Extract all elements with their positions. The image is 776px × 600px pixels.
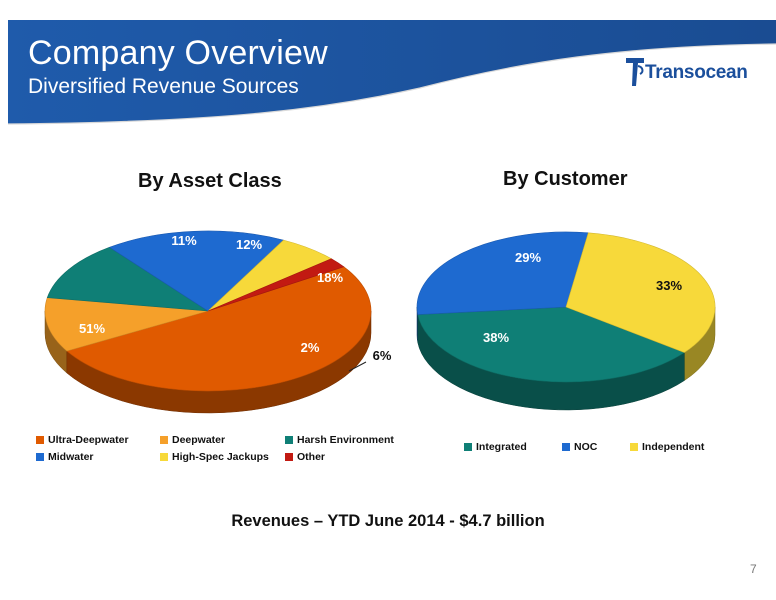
legend-item: Deepwater [160,434,225,446]
legend-swatch [160,453,168,461]
pie-chart-customer: 38% 29% 33% [416,231,716,411]
page-title: Company Overview [28,34,328,72]
leader-line-high-spec [348,361,367,372]
legend-swatch [630,443,638,451]
header-wave [7,20,776,125]
legend-item: Independent [630,441,704,453]
transocean-logo: Transocean [626,56,766,90]
customer-slice-independent [565,232,716,353]
legend-swatch [36,453,44,461]
legend-swatch [160,436,168,444]
data-label-midwater: 18% [317,270,343,285]
asset-slice-ultra-deepwater [66,266,372,392]
legend-item: High-Spec Jackups [160,451,269,463]
legend-item: Integrated [464,441,527,453]
data-label-ultra-deepwater: 51% [79,321,105,336]
legend-swatch [464,443,472,451]
page-subtitle: Diversified Revenue Sources [28,75,299,98]
data-label-other: 2% [301,340,320,355]
legend-item: Harsh Environment [285,434,394,446]
revenue-note: Revenues – YTD June 2014 - $4.7 billion [231,512,545,530]
legend-swatch [36,436,44,444]
legend-label: High-Spec Jackups [172,451,269,463]
asset-slice-harsh-environment [46,246,209,312]
legend-item: Ultra-Deepwater [36,434,129,446]
legend-item: NOC [562,441,597,453]
asset-slice-other [207,258,345,312]
legend-label: NOC [574,441,598,453]
legend-label: Independent [642,441,705,453]
data-label-deepwater: 11% [171,233,197,248]
legend-label: Other [297,451,326,463]
chart-title-asset-class: By Asset Class [138,170,282,192]
legend-swatch [285,453,293,461]
legend-swatch [562,443,570,451]
chart-title-customer: By Customer [503,168,628,190]
logo-text: Transocean [645,62,748,83]
legend-item: Other [285,451,325,463]
legend-label: Ultra-Deepwater [48,434,129,446]
data-label-integrated: 38% [483,330,509,345]
legend-swatch [285,436,293,444]
data-label-high-spec-jackups: 6% [373,348,392,363]
pie-chart-asset-class: 51% 11% 12% 18% 2% 6% [44,230,392,414]
customer-slice-noc [416,231,589,315]
legend-item: Midwater [36,451,94,463]
asset-slice-midwater [108,230,285,312]
data-label-independent: 33% [656,278,682,293]
legend-label: Harsh Environment [297,434,394,446]
legend-label: Integrated [476,441,527,453]
header-banner: Company Overview Diversified Revenue Sou… [0,0,776,130]
legend-label: Deepwater [172,434,226,446]
customer-slice-integrated [417,306,686,383]
pie-charts: 51% 11% 12% 18% 2% 6% 38% 29% 33% [44,230,716,414]
data-label-harsh-environment: 12% [236,237,262,252]
legend-label: Midwater [48,451,94,463]
page-number: 7 [750,562,757,576]
logo-mark-icon [626,58,644,86]
data-label-noc: 29% [515,250,541,265]
asset-slice-deepwater [44,297,209,352]
